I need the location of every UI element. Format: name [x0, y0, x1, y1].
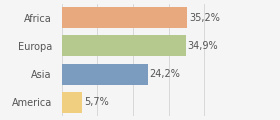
Text: 34,9%: 34,9%: [188, 41, 218, 51]
Bar: [62, 92, 82, 113]
Text: 24,2%: 24,2%: [150, 69, 181, 79]
Bar: [62, 7, 187, 28]
Text: 5,7%: 5,7%: [84, 97, 108, 107]
Bar: [62, 63, 148, 85]
Bar: [62, 35, 186, 57]
Text: 35,2%: 35,2%: [189, 13, 220, 23]
